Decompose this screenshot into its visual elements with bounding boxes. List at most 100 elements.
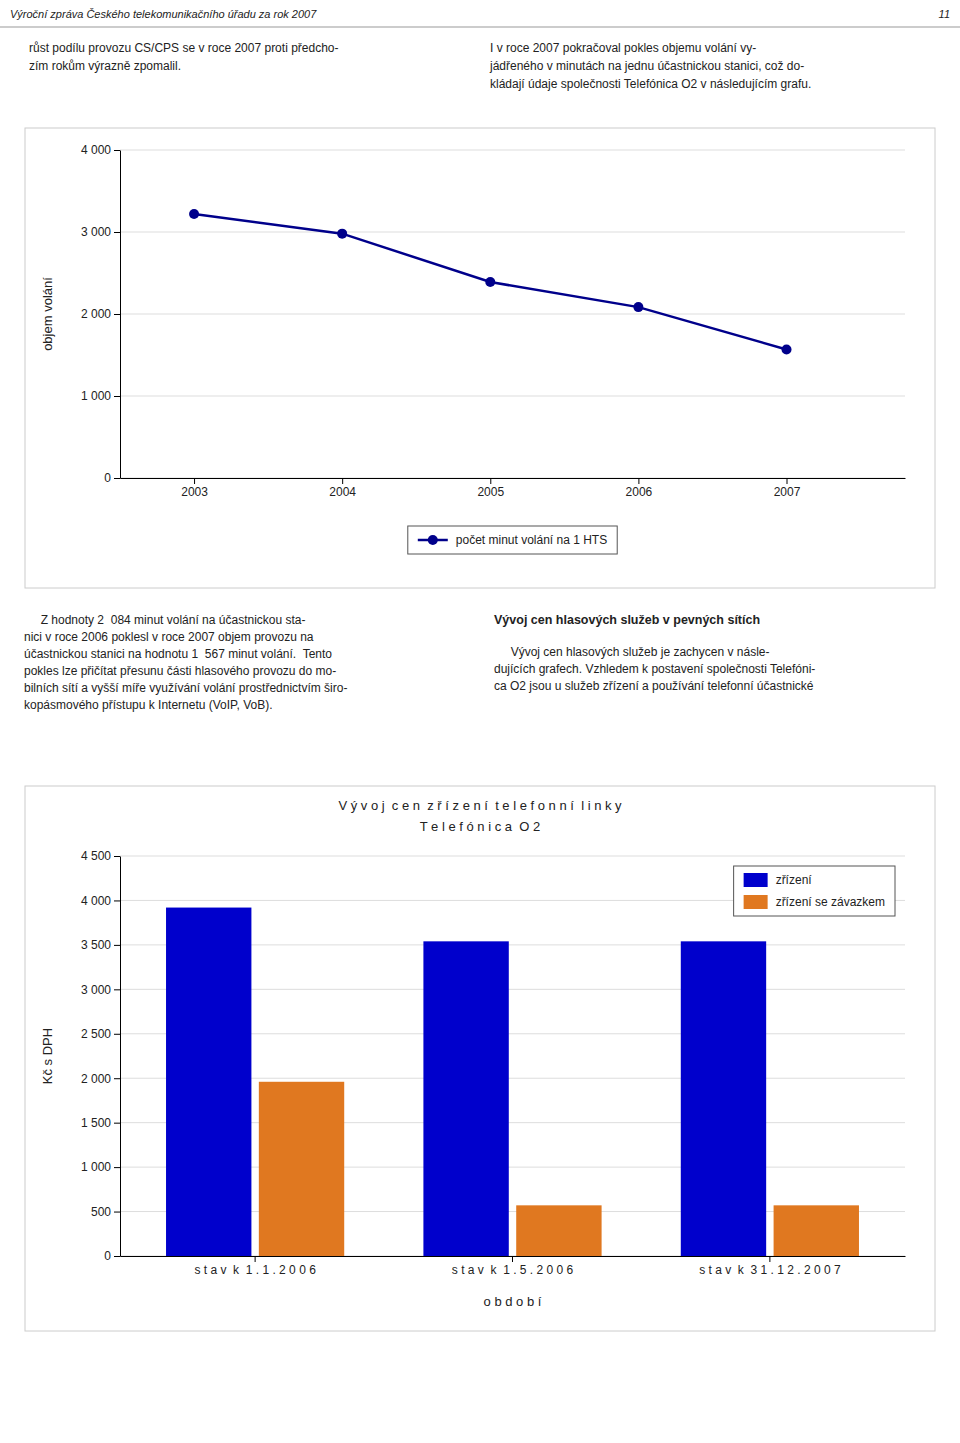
y-tick: 2 500 <box>81 1027 120 1041</box>
paragraph-line: kládají údaje společnosti Telefónica O2 … <box>490 77 811 91</box>
paragraph-line: I v roce 2007 pokračoval pokles objemu v… <box>490 41 756 55</box>
grid-line <box>120 314 905 315</box>
grid <box>120 856 905 1256</box>
x-tick-mark <box>342 478 343 484</box>
y-tick: 1 000 <box>81 389 120 403</box>
bar <box>423 941 508 1256</box>
legend: počet minut volání na 1 HTS <box>408 526 617 554</box>
bar <box>681 941 766 1256</box>
page-text: Výroční zpráva Českého telekomunikačního… <box>0 8 960 712</box>
y-tick-mark <box>114 856 120 857</box>
x-tick: s t a v k 1 . 5 . 2 0 0 6 <box>452 1256 574 1277</box>
section-heading: Vývoj cen hlasových služeb v pevných sít… <box>494 613 760 627</box>
chart: 01 0002 0003 0004 0002003200420052006200… <box>25 128 935 588</box>
y-tick-mark <box>114 989 120 990</box>
x-tick: 2007 <box>774 478 801 499</box>
x-tick-label: 2006 <box>626 485 653 499</box>
grid-line <box>120 232 905 233</box>
y-tick-label: 2 500 <box>81 1027 111 1041</box>
y-tick-label: 1 000 <box>81 1160 111 1174</box>
plot: 0 500 1 000 1 500 2 000 2 500 3 000 3 500 4 000 4… <box>40 849 906 1309</box>
header-rule <box>0 27 960 28</box>
y-tick-mark <box>114 945 120 946</box>
y-tick: 4 500 <box>81 849 120 863</box>
paragraph-line: nici v roce 2006 poklesl v roce 2007 obj… <box>24 630 314 644</box>
x-tick: 2004 <box>329 478 356 499</box>
y-tick-mark <box>114 1123 120 1124</box>
y-tick-mark <box>114 1212 120 1213</box>
y-tick: 4 000 <box>81 894 120 908</box>
y-tick-label: 0 <box>104 471 111 485</box>
x-tick: 2006 <box>626 478 653 499</box>
paragraph-line: zím rokům výrazně zpomalil. <box>29 59 181 73</box>
x-tick-label: 2003 <box>181 485 208 499</box>
y-tick-label: 4 500 <box>81 849 111 863</box>
x-tick-mark <box>194 478 195 484</box>
y-tick-label: 3 000 <box>81 983 111 997</box>
line <box>194 214 786 350</box>
y-axis-line <box>120 151 121 479</box>
x-tick-label: s t a v k 1 . 1 . 2 0 0 6 <box>194 1263 316 1277</box>
point <box>189 209 199 219</box>
y-tick: 1 500 <box>81 1116 120 1130</box>
y-tick: 0 <box>104 471 120 485</box>
paragraph-line: účastnickou stanici na hodnotu 1 567 min… <box>24 647 332 661</box>
y-tick: 500 <box>91 1205 120 1219</box>
point <box>485 277 495 287</box>
x-tick: 2003 <box>181 478 208 499</box>
legend-label: počet minut volání na 1 HTS <box>456 533 607 547</box>
y-tick: 2 000 <box>81 307 120 321</box>
paragraph-line: kopásmového přístupu k Internetu (VoIP, … <box>24 698 273 712</box>
x-tick-mark <box>638 478 639 484</box>
x-tick-label: 2005 <box>477 485 504 499</box>
x-tick-mark <box>512 1256 513 1262</box>
y-tick-mark <box>114 900 120 901</box>
y-tick-label: 3 000 <box>81 225 111 239</box>
y-tick: 1 000 <box>81 1160 120 1174</box>
paragraph-line: pokles lze přičítat přesunu části hlasov… <box>24 664 336 678</box>
y-tick-label: 0 <box>104 1249 111 1263</box>
legend-label: zřízení se závazkem <box>776 895 885 909</box>
y-tick: 4 000 <box>81 143 120 157</box>
y-tick-mark <box>114 1167 120 1168</box>
marks <box>189 209 791 355</box>
paragraph-line: ca O2 jsou u služeb zřízení a používání … <box>494 679 814 693</box>
point <box>782 345 792 355</box>
y-tick: 3 000 <box>81 225 120 239</box>
x-axis: 2003 2004 2005 2006 2007 <box>121 478 906 499</box>
y-axis: 0 1 000 2 000 3 000 4 000 <box>81 143 121 485</box>
paragraph-line: růst podílu provozu CS/CPS se v roce 200… <box>29 41 339 55</box>
legend-swatch <box>744 873 768 887</box>
y-tick-label: 4 000 <box>81 143 111 157</box>
plot: 01 0002 0003 0004 0002003200420052006200… <box>40 143 906 554</box>
legend-frame <box>734 866 895 916</box>
grid-line <box>120 856 905 857</box>
x-tick-label: s t a v k 1 . 5 . 2 0 0 6 <box>452 1263 574 1277</box>
y-tick: 0 <box>104 1249 120 1263</box>
chart: V ý v o j c e n z ř í z e n í t e l e f … <box>25 786 935 1331</box>
bar <box>774 1205 859 1256</box>
x-tick: s t a v k 1 . 1 . 2 0 0 6 <box>194 1256 316 1277</box>
y-tick-mark <box>114 150 120 151</box>
y-tick-mark <box>114 1034 120 1035</box>
marks <box>166 908 859 1256</box>
y-tick-mark <box>114 232 120 233</box>
chart-subtitle: T e l e f ó n i c a O 2 <box>420 819 540 834</box>
header: Výroční zpráva Českého telekomunikačního… <box>10 8 317 20</box>
bar <box>259 1082 344 1256</box>
grid-line <box>120 150 905 151</box>
point <box>633 302 643 312</box>
x-tick-mark <box>490 478 491 484</box>
y-axis: 0 500 1 000 1 500 2 000 2 500 3 000 3 500 4 000 4… <box>81 849 121 1263</box>
legend-swatch <box>428 535 438 545</box>
paragraph-line: bilních sítí a vyšší míře využívání volá… <box>24 681 347 695</box>
paragraph-line: jádřeného v minutách na jednu účastnicko… <box>489 59 804 73</box>
paragraph-line: Vývoj cen hlasových služeb je zachycen v… <box>494 645 769 659</box>
x-tick-mark <box>787 478 788 484</box>
y-tick-label: 2 000 <box>81 1072 111 1086</box>
y-tick-mark <box>114 396 120 397</box>
legend-frame <box>408 526 617 554</box>
x-tick-mark <box>255 1256 256 1262</box>
y-tick-label: 3 500 <box>81 938 111 952</box>
paragraph-line: Z hodnoty 2 084 minut volání na účastnic… <box>24 613 306 627</box>
